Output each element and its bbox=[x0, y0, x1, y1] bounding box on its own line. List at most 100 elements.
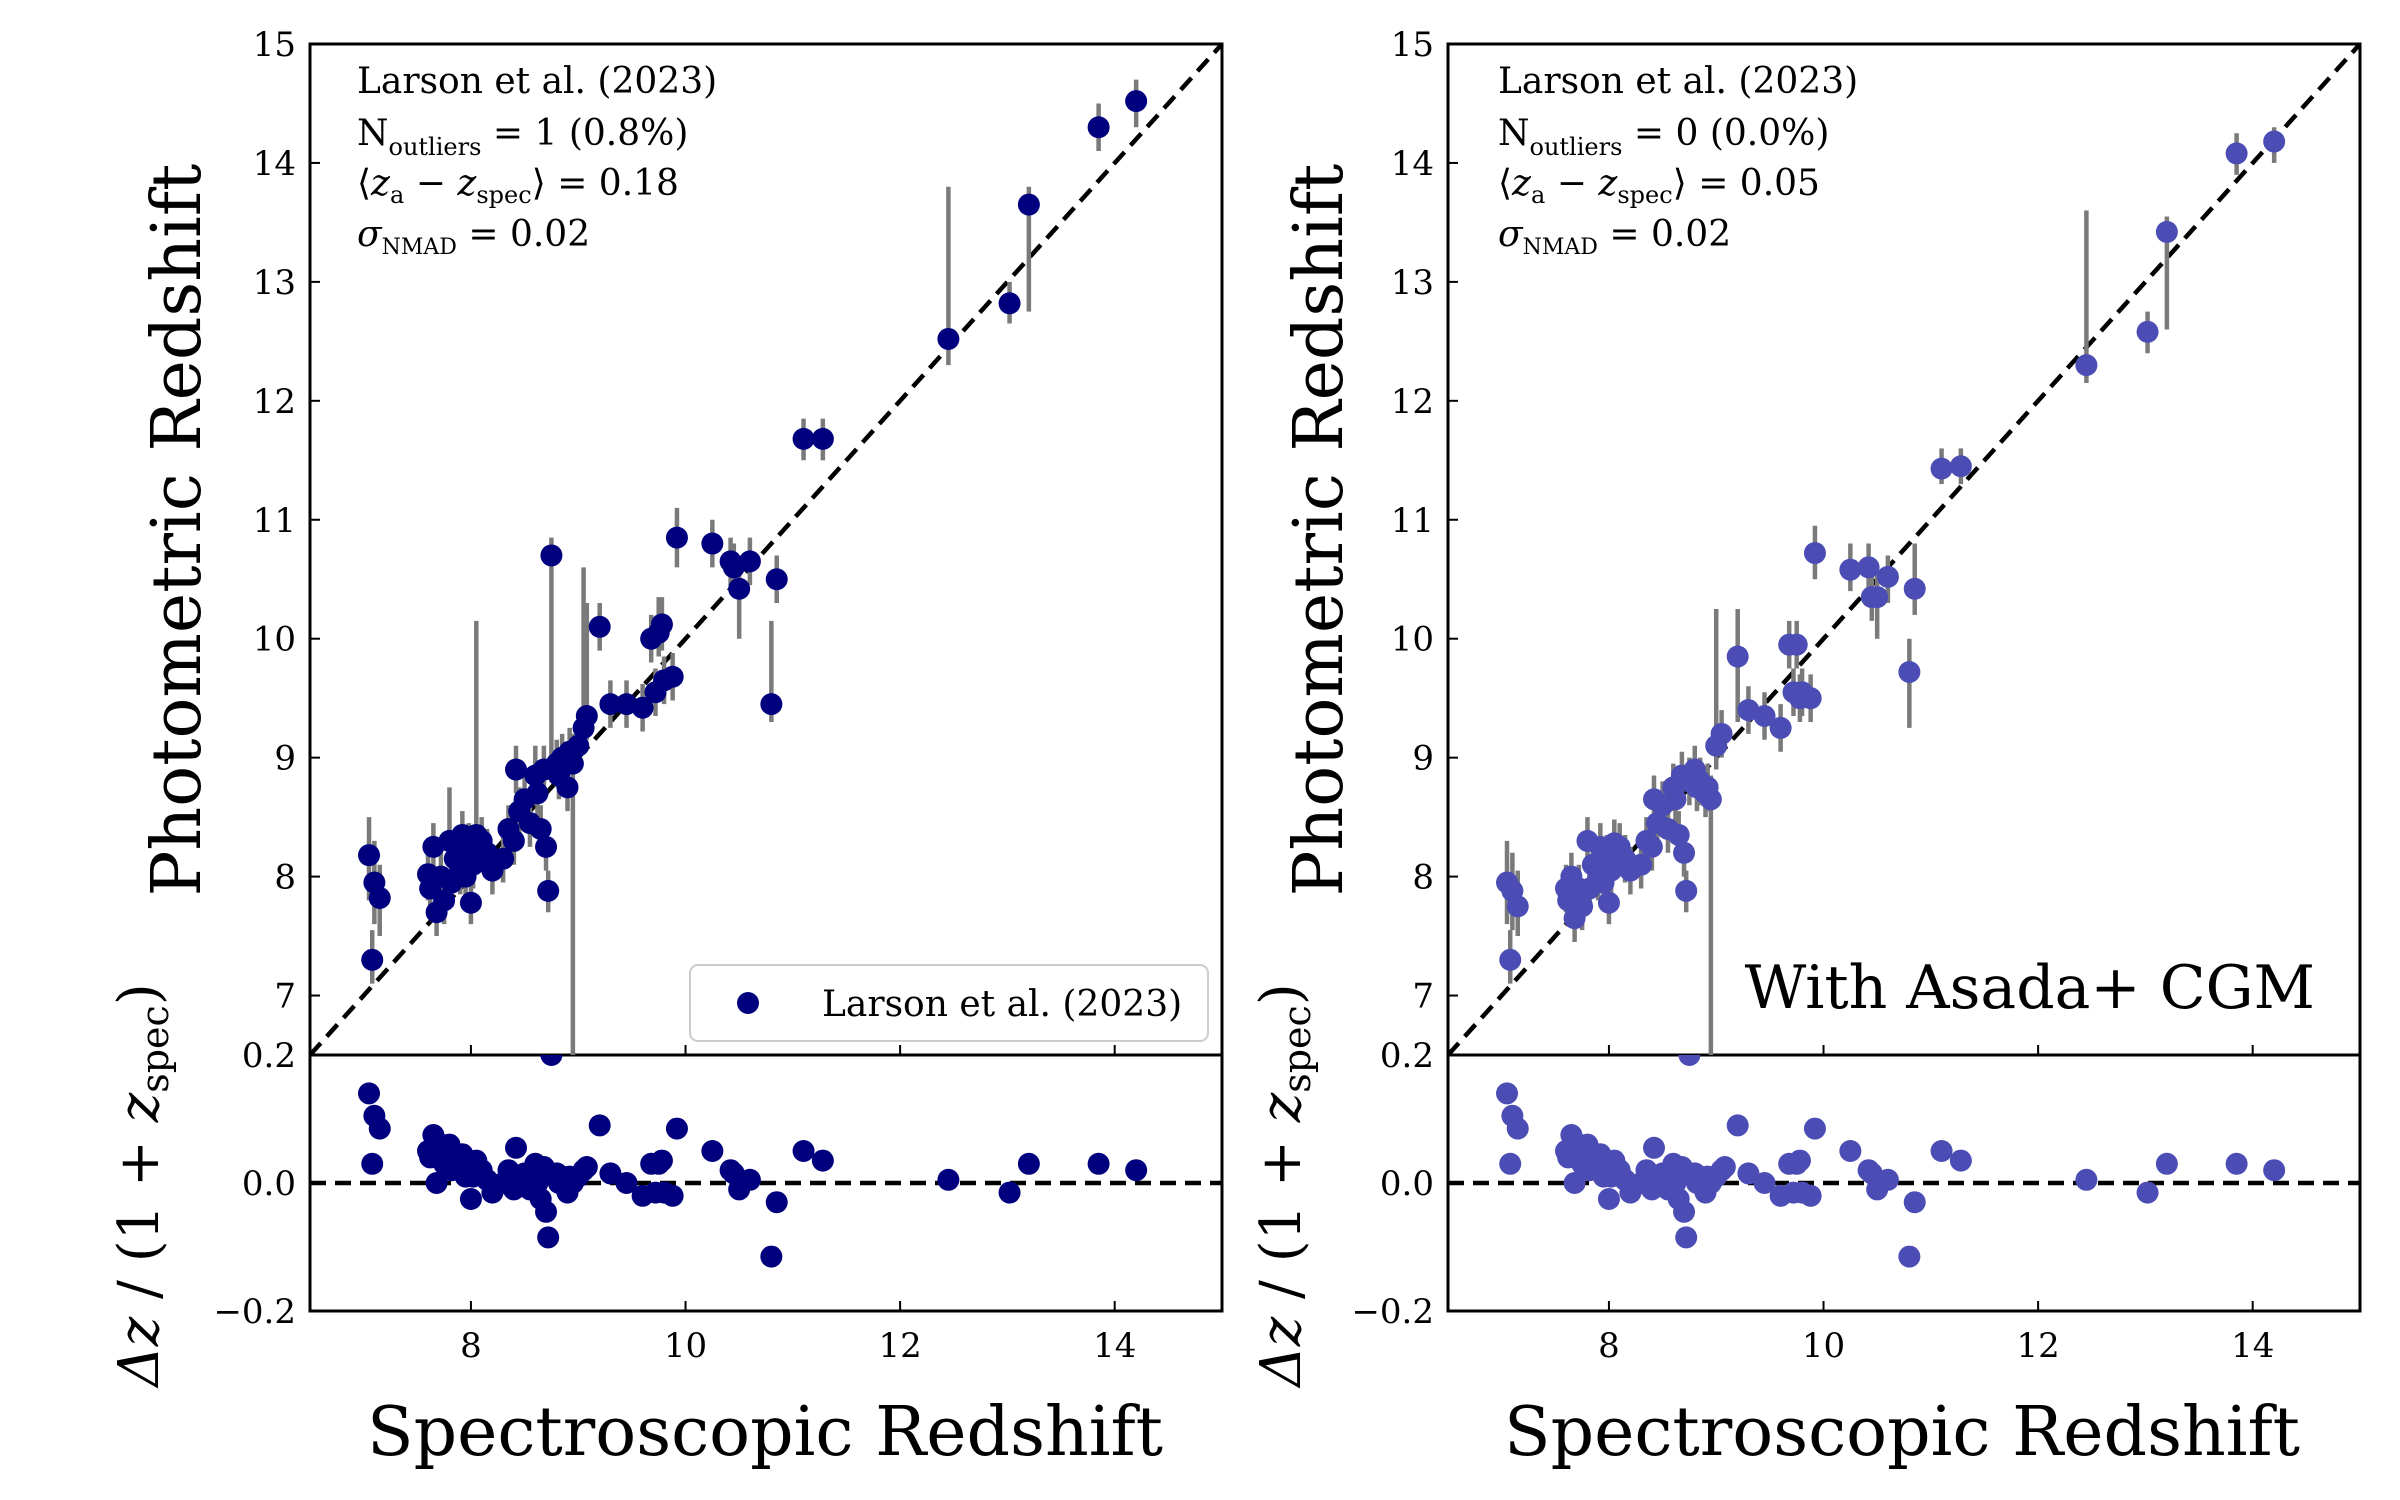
right-top-ytick-label: 7 bbox=[1412, 977, 1434, 1017]
right-data-point bbox=[1710, 722, 1733, 745]
right-points bbox=[1496, 130, 2286, 971]
left-xtick-label: 14 bbox=[1093, 1326, 1136, 1366]
right-data-point bbox=[1667, 823, 1690, 846]
right-residual-point bbox=[1788, 1149, 1811, 1172]
left-residual-point bbox=[661, 1184, 684, 1207]
left-residual-point bbox=[505, 1136, 528, 1159]
right-overlay-label: With Asada+ CGM bbox=[1745, 953, 2315, 1023]
left-data-point bbox=[535, 835, 558, 858]
left-top-ytick-label: 8 bbox=[274, 858, 296, 898]
right-data-point bbox=[1726, 645, 1749, 668]
left-residual-point bbox=[459, 1188, 482, 1210]
left-data-point bbox=[937, 327, 960, 350]
left-data-point bbox=[529, 818, 552, 841]
left-data-point bbox=[650, 613, 673, 636]
left-annotation-outliers: Noutliers = 1 (0.8%) bbox=[357, 113, 688, 161]
right-residual-point bbox=[1673, 1200, 1696, 1223]
left-annotation-title: Larson et al. (2023) bbox=[357, 61, 717, 102]
left-data-point bbox=[526, 782, 549, 805]
right-top-ytick-label: 10 bbox=[1391, 620, 1434, 660]
left-legend-label: Larson et al. (2023) bbox=[822, 984, 1182, 1025]
left-residual-point bbox=[765, 1191, 788, 1214]
left-data-point bbox=[998, 292, 1021, 315]
right-residual-point bbox=[1903, 1191, 1926, 1214]
right-residual-point bbox=[1949, 1149, 1972, 1172]
right-data-point bbox=[2136, 320, 2159, 343]
left-data-point bbox=[665, 526, 688, 549]
left-bottom-ytick-label: −0.2 bbox=[213, 1292, 296, 1332]
right-annotation-title: Larson et al. (2023) bbox=[1498, 61, 1858, 102]
left-top-ytick-label: 13 bbox=[253, 263, 296, 303]
left-data-point bbox=[459, 891, 482, 914]
left-annotation-mean-bias: ⟨za − zspec⟩ = 0.18 bbox=[357, 163, 679, 209]
right-residual-point bbox=[2155, 1152, 2178, 1175]
left-legend: Larson et al. (2023) bbox=[689, 964, 1209, 1042]
right-residual-point bbox=[1898, 1245, 1921, 1268]
right-data-point bbox=[2155, 220, 2178, 243]
left-residual-point bbox=[738, 1168, 761, 1191]
left-residual-point bbox=[615, 1172, 638, 1194]
left-residual-point bbox=[1087, 1152, 1110, 1175]
right-data-point bbox=[1664, 788, 1687, 811]
right-annotation-outliers: Noutliers = 0 (0.0%) bbox=[1498, 113, 1829, 161]
left-legend-frame bbox=[689, 964, 1209, 1042]
left-residual-point bbox=[937, 1168, 960, 1191]
left-data-point bbox=[1087, 116, 1110, 139]
left-data-point bbox=[502, 829, 525, 852]
left-residual-point bbox=[1125, 1159, 1148, 1182]
left-residual-point bbox=[540, 1055, 563, 1066]
right-data-point bbox=[1753, 705, 1776, 728]
right-data-point bbox=[1640, 835, 1663, 858]
left-data-point bbox=[540, 544, 563, 567]
left-bottom-ytick-label: 0.0 bbox=[242, 1164, 296, 1204]
left-points bbox=[358, 90, 1148, 971]
left-data-point bbox=[561, 752, 584, 775]
left-data-point bbox=[556, 776, 579, 799]
left-top-ytick-label: 7 bbox=[274, 977, 296, 1017]
right-annotation-nmad: σNMAD = 0.02 bbox=[1498, 214, 1731, 260]
left-residual-points bbox=[358, 1055, 1148, 1268]
left-annotation-nmad: σNMAD = 0.02 bbox=[357, 214, 590, 260]
left-residual-point bbox=[701, 1140, 724, 1162]
right-data-point bbox=[1930, 457, 1953, 480]
left-ylabel-top: Photometric Redshift bbox=[138, 164, 217, 897]
right-data-point bbox=[2263, 130, 2286, 153]
right-residual-point bbox=[1737, 1162, 1760, 1185]
left-residual-point bbox=[650, 1149, 673, 1172]
right-data-point bbox=[1630, 853, 1653, 876]
right-bottom-ytick-label: 0.2 bbox=[1380, 1036, 1434, 1076]
right-data-point bbox=[1866, 586, 1889, 609]
right-residual-point bbox=[1506, 1117, 1529, 1140]
left-top-ytick-label: 14 bbox=[253, 144, 296, 184]
right-data-point bbox=[1571, 895, 1594, 918]
right-data-point bbox=[1799, 687, 1822, 710]
left-residual-point bbox=[760, 1245, 783, 1268]
left-data-point bbox=[1125, 90, 1148, 113]
left-residual-point bbox=[425, 1172, 448, 1194]
right-data-point bbox=[1673, 841, 1696, 864]
right-data-point bbox=[1898, 661, 1921, 684]
left-residual-point bbox=[665, 1117, 688, 1140]
right-data-point bbox=[1499, 948, 1522, 971]
left-residual-point bbox=[588, 1114, 611, 1137]
right-ylabel-top: Photometric Redshift bbox=[1280, 164, 1359, 897]
right-data-point bbox=[1839, 558, 1862, 581]
right-data-point bbox=[1506, 895, 1529, 918]
left-data-point bbox=[738, 550, 761, 573]
right-residual-point bbox=[1713, 1156, 1736, 1178]
left-residual-point bbox=[811, 1149, 834, 1172]
left-data-point bbox=[701, 532, 724, 555]
left-panel: Photometric Redshift Δz / (1 + zspec) Sp… bbox=[107, 25, 1224, 1472]
left-data-point bbox=[599, 693, 622, 716]
right-plot-layer: 8 10 12 14 7 8 9 10 11 12 13 14 15 −0.2 0.0 0.2 bbox=[1351, 25, 2362, 1366]
left-data-point bbox=[760, 693, 783, 716]
right-data-point bbox=[1769, 716, 1792, 739]
left-data-point bbox=[537, 879, 560, 902]
right-top-ytick-label: 8 bbox=[1412, 858, 1434, 898]
right-top-ytick-label: 14 bbox=[1391, 144, 1434, 184]
left-residual-point bbox=[358, 1082, 381, 1105]
right-data-point bbox=[2225, 142, 2248, 165]
right-xtick-label: 8 bbox=[1598, 1326, 1620, 1366]
right-residual-point bbox=[1643, 1136, 1666, 1159]
left-data-point bbox=[588, 615, 611, 638]
